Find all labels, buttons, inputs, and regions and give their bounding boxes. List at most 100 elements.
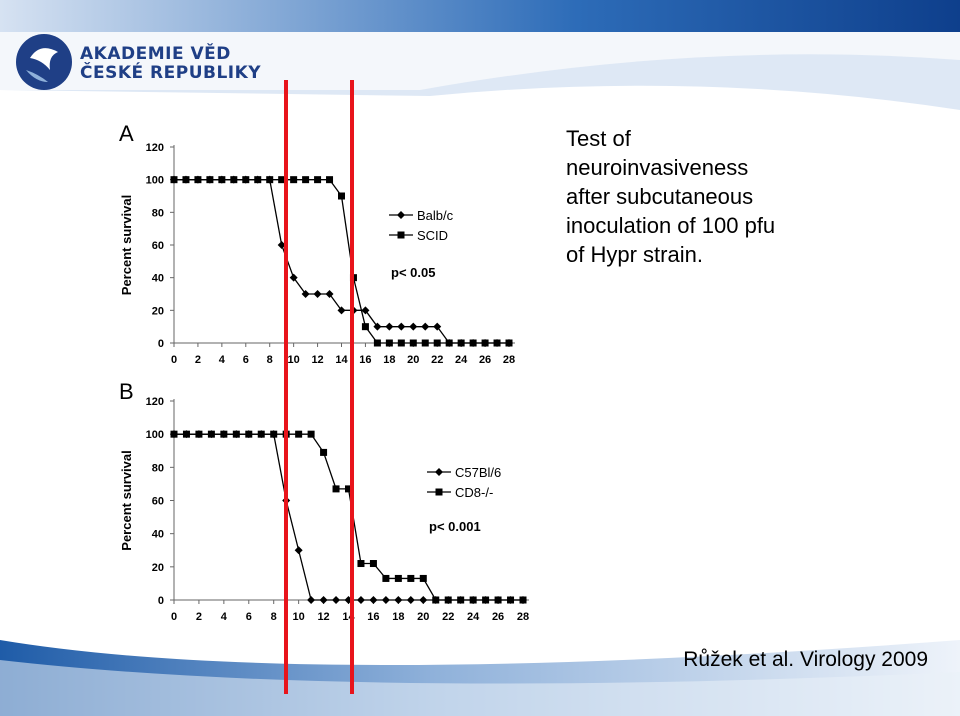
data-point-diamond (369, 596, 378, 604)
data-point-square (373, 339, 381, 347)
x-tick-label: 14 (335, 354, 348, 366)
data-point-diamond (406, 596, 415, 604)
caption-line: inoculation of 100 pfu (566, 213, 776, 238)
data-point-square (394, 574, 402, 582)
x-tick-label: 12 (311, 354, 323, 366)
y-axis-label: Percent survival (119, 195, 134, 295)
y-tick-label: 20 (152, 562, 164, 574)
y-tick-label: 40 (152, 273, 164, 285)
data-point-diamond (373, 322, 382, 331)
y-tick-label: 120 (146, 396, 164, 408)
legend-label: Balb/c (417, 208, 454, 223)
data-point-square (207, 430, 215, 438)
y-tick-label: 60 (152, 240, 164, 252)
data-point-square (505, 339, 513, 347)
x-tick-label: 24 (455, 354, 468, 366)
figure-background (113, 113, 535, 627)
legend-marker-diamond (397, 211, 405, 219)
x-tick-label: 4 (221, 611, 228, 623)
x-tick-label: 26 (492, 611, 504, 623)
x-tick-label: 0 (171, 354, 177, 366)
data-point-square (257, 430, 265, 438)
x-tick-label: 16 (367, 611, 379, 623)
panel-label: A (119, 121, 134, 146)
data-point-square (385, 339, 393, 347)
data-point-diamond (421, 322, 430, 331)
data-point-square (232, 430, 240, 438)
y-tick-label: 0 (158, 595, 164, 607)
caption-line: neuroinvasiveness (566, 155, 749, 180)
y-tick-label: 60 (152, 496, 164, 508)
data-point-square (338, 192, 345, 200)
data-point-diamond (385, 322, 394, 331)
x-tick-label: 10 (293, 611, 305, 623)
panel-label: B (119, 379, 134, 404)
data-point-square (220, 430, 228, 438)
y-tick-label: 100 (146, 429, 164, 441)
x-tick-label: 12 (317, 611, 329, 623)
marker-line-right (350, 80, 354, 694)
data-point-square (326, 176, 334, 184)
legend-marker-square (397, 231, 405, 239)
data-point-square (432, 596, 440, 604)
x-tick-label: 28 (503, 354, 515, 366)
x-tick-label: 2 (196, 611, 202, 623)
header-wave (0, 54, 960, 110)
caption-line: after subcutaneous (566, 184, 754, 209)
data-point-square (507, 596, 515, 604)
data-point-square (407, 574, 415, 582)
data-point-diamond (433, 322, 442, 331)
citation: Růžek et al. Virology 2009 (683, 648, 928, 671)
data-point-square (433, 339, 441, 347)
data-point-square (369, 560, 377, 568)
caption-line: Test of (566, 126, 631, 151)
p-value-annotation: p< 0.05 (391, 265, 435, 280)
data-point-square (345, 485, 352, 493)
data-point-square (254, 176, 262, 184)
data-point-square (493, 339, 501, 347)
x-tick-label: 22 (442, 611, 454, 623)
header-swoosh (0, 32, 960, 90)
x-tick-label: 28 (517, 611, 529, 623)
data-point-diamond (381, 596, 390, 604)
data-point-square (469, 596, 477, 604)
data-point-square (320, 448, 328, 456)
legend-label: C57Bl/6 (455, 465, 501, 480)
data-point-square (182, 430, 190, 438)
data-point-square (419, 574, 427, 582)
data-point-square (206, 176, 214, 184)
slide-caption: Test of neuroinvasiveness after subcutan… (566, 124, 826, 269)
x-tick-label: 2 (195, 354, 201, 366)
y-tick-label: 0 (158, 338, 164, 350)
data-point-diamond (289, 273, 298, 282)
data-point-square (445, 339, 453, 347)
x-tick-label: 10 (288, 354, 300, 366)
data-point-square (361, 323, 369, 331)
data-point-square (482, 596, 490, 604)
data-point-square (519, 596, 527, 604)
marker-line-left (284, 80, 288, 694)
p-value-annotation: p< 0.001 (429, 519, 481, 534)
data-point-square (194, 176, 202, 184)
data-point-diamond (419, 596, 428, 604)
data-point-diamond (361, 306, 370, 315)
data-point-diamond (319, 596, 328, 604)
data-point-square (494, 596, 502, 604)
data-point-square (182, 176, 190, 184)
x-tick-label: 6 (246, 611, 252, 623)
x-tick-label: 8 (271, 611, 277, 623)
academy-logo-icon (16, 34, 72, 90)
x-tick-label: 6 (243, 354, 249, 366)
footer-wave (0, 660, 960, 716)
data-point-diamond (294, 546, 303, 555)
data-point-square (357, 560, 365, 568)
x-tick-label: 4 (219, 354, 226, 366)
y-tick-label: 40 (152, 529, 164, 541)
data-point-diamond (337, 306, 346, 315)
data-point-square (382, 574, 390, 582)
y-tick-label: 20 (152, 305, 164, 317)
logo-line-2: ČESKÉ REPUBLIKY (80, 63, 262, 83)
data-point-square (457, 339, 465, 347)
